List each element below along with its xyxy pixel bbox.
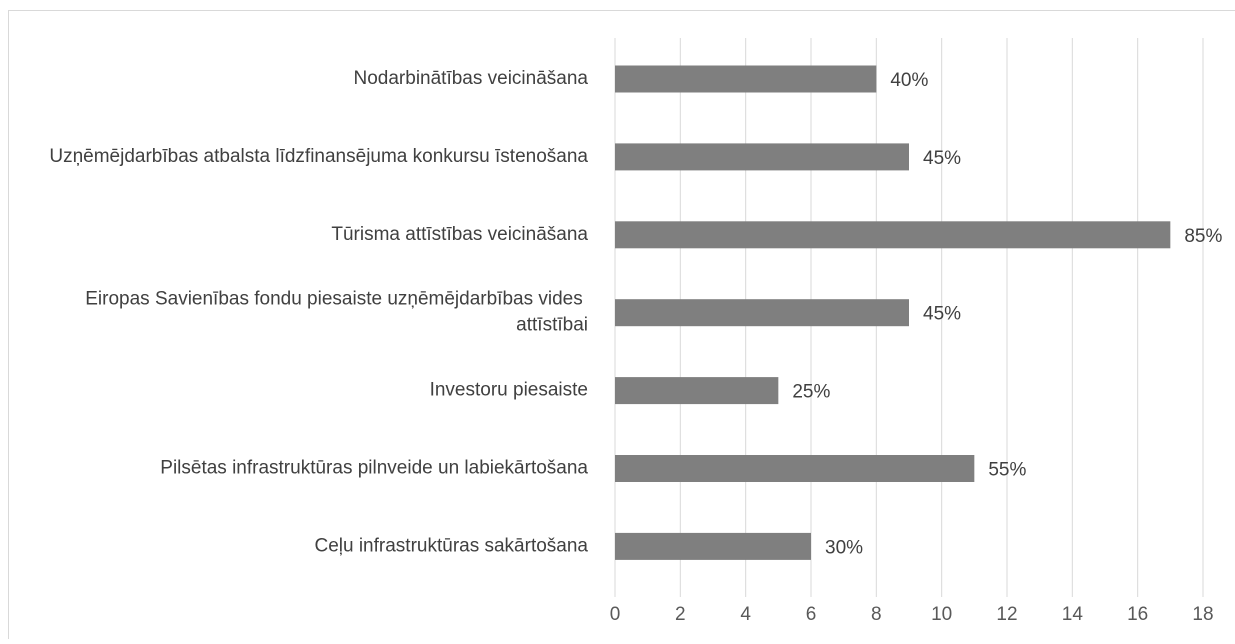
x-tick-label: 16 [1127,604,1148,625]
bar [615,533,811,560]
x-tick-label: 10 [931,604,952,625]
x-tick-label: 14 [1062,604,1084,625]
y-tick-label: Uzņēmējdarbības atbalsta līdzfinansējuma… [49,146,588,167]
x-tick-label: 2 [675,604,686,625]
y-tick-label: Eiropas Savienības fondu piesaiste uzņēm… [85,289,588,336]
y-tick-label: Pilsētas infrastruktūras pilnveide un la… [160,458,588,479]
x-tick-label: 8 [871,604,882,625]
y-tick-label: Ceļu infrastruktūras sakārtošana [314,535,588,556]
x-tick-label: 6 [806,604,817,625]
data-label: 25% [792,382,830,403]
x-tick-label: 4 [740,604,751,625]
bar [615,221,1170,248]
y-tick-label: Nodarbinātības veicināšana [354,68,589,89]
x-tick-label: 18 [1192,604,1213,625]
data-label: 55% [988,460,1026,481]
data-label: 45% [923,148,961,169]
bar [615,143,909,170]
bar [615,66,876,93]
bar [615,455,974,482]
x-tick-label: 12 [996,604,1017,625]
data-label: 40% [890,70,928,91]
bar [615,299,909,326]
y-tick-label: Investoru piesaiste [430,380,588,401]
bar [615,377,778,404]
x-tick-label: 0 [610,604,621,625]
data-label: 85% [1184,226,1222,247]
data-label: 45% [923,304,961,325]
y-tick-label: Tūrisma attīstības veicināšana [331,224,588,245]
data-label: 30% [825,537,863,558]
